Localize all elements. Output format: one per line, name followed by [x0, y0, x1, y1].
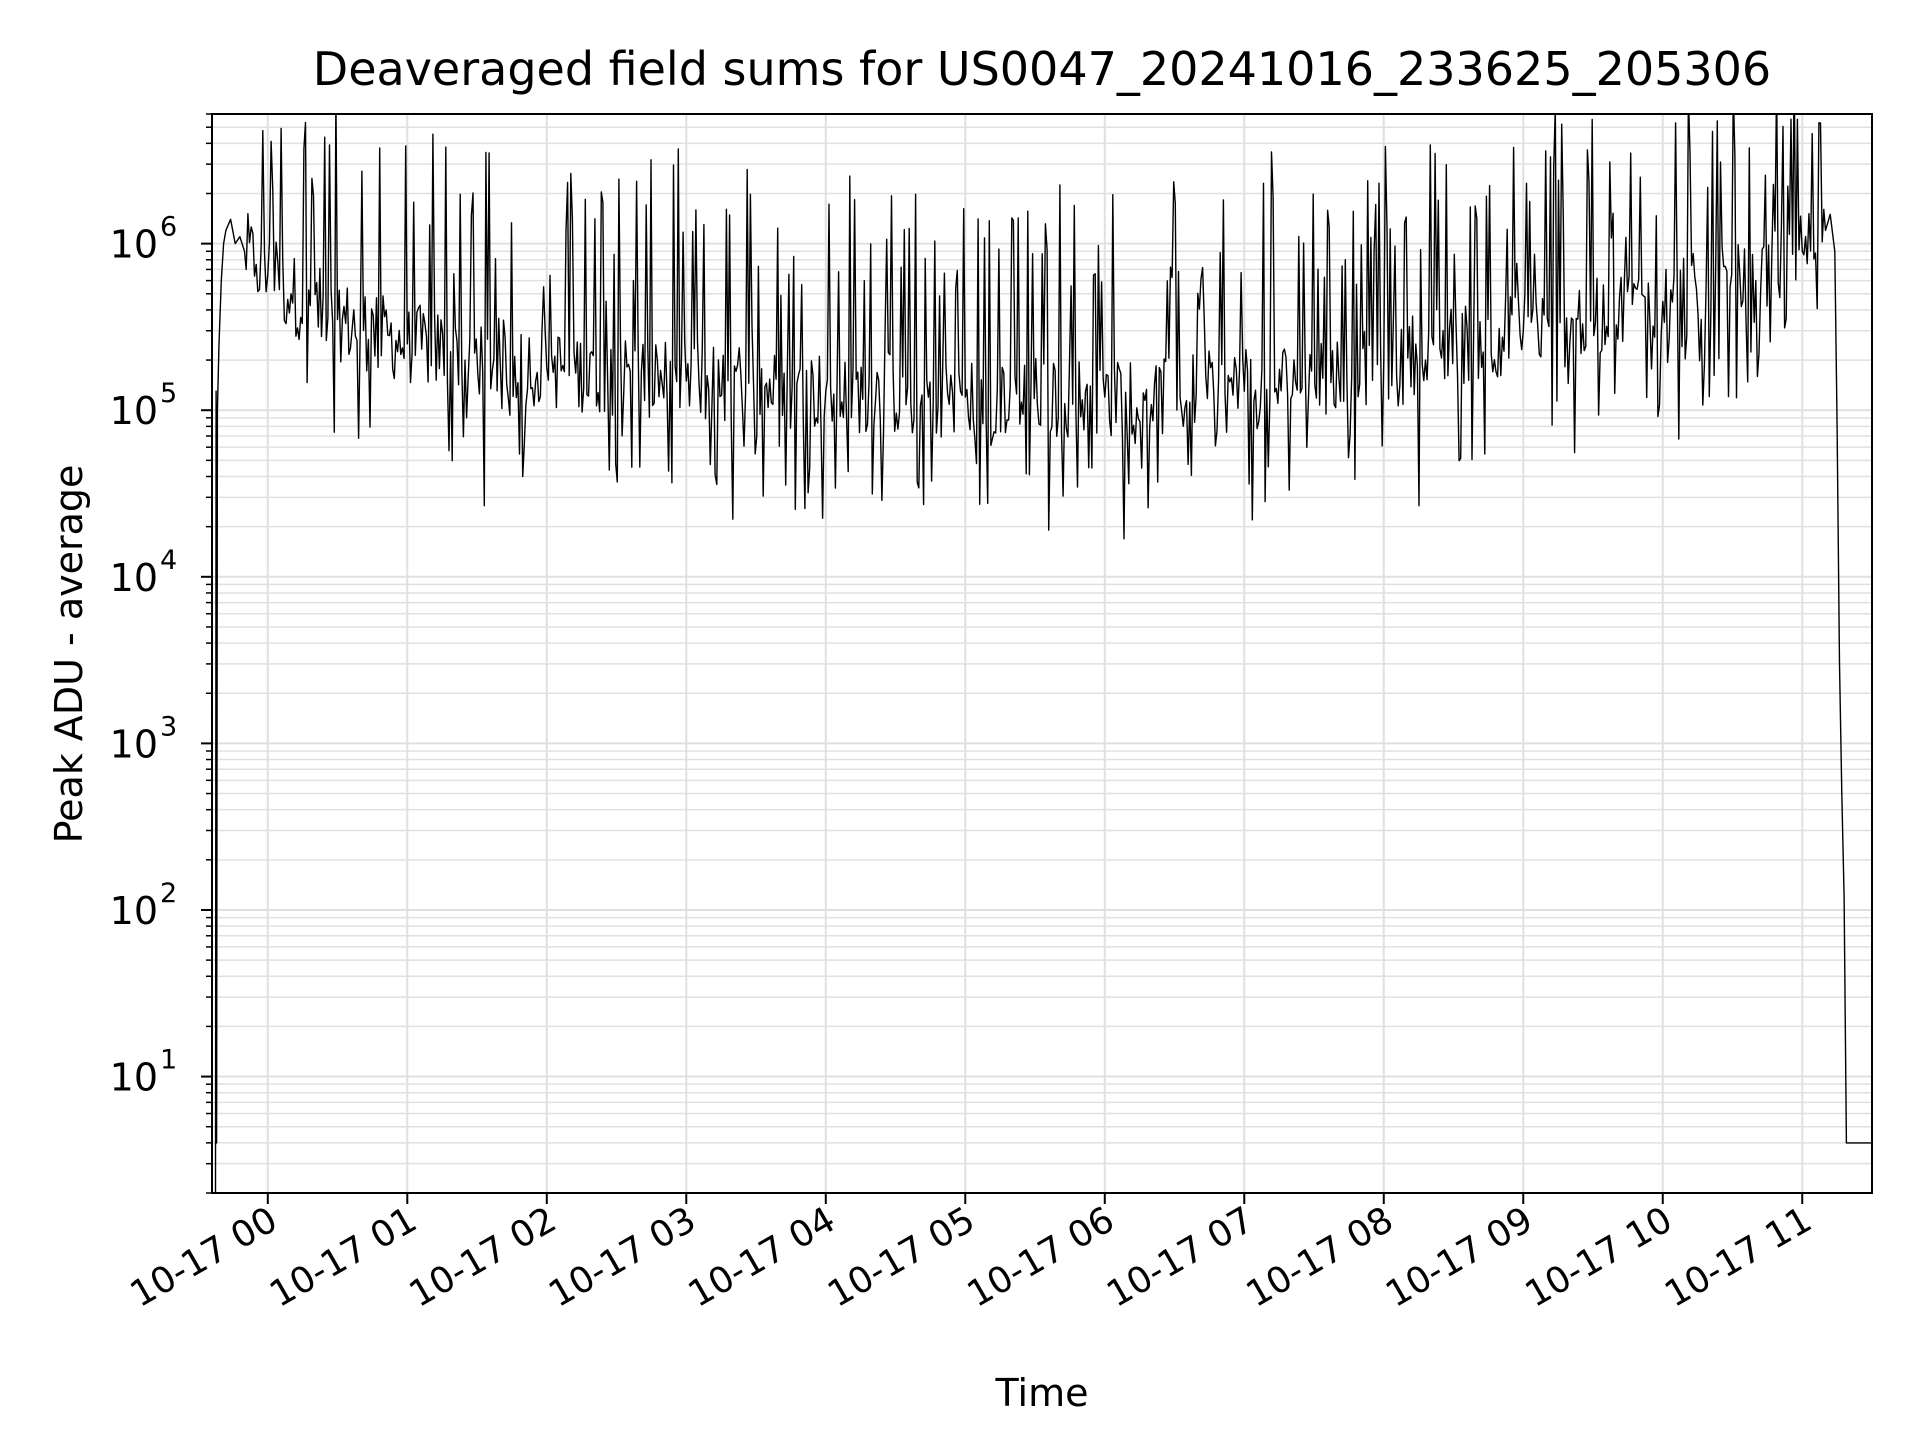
chart-title: Deaveraged field sums for US0047_2024101…: [313, 42, 1771, 96]
grid: [212, 113, 1872, 1194]
y-tick-label: 10: [110, 223, 158, 267]
y-tick-label: 10: [110, 556, 158, 600]
series-line-0: [214, 114, 1872, 1193]
x-axis-label: Time: [995, 1371, 1089, 1415]
y-tick-exponent: 3: [160, 711, 177, 742]
series-layer: [214, 114, 1872, 1193]
y-tick-label: 10: [110, 1056, 158, 1100]
y-tick-label: 10: [110, 389, 158, 433]
y-tick-exponent: 6: [160, 212, 177, 243]
y-tick-exponent: 1: [160, 1045, 177, 1076]
y-tick-label: 10: [110, 722, 158, 766]
y-tick-exponent: 4: [160, 545, 177, 576]
y-tick-label: 10: [110, 889, 158, 933]
y-tick-exponent: 2: [160, 878, 177, 909]
y-tick-exponent: 5: [160, 378, 177, 409]
plot-frame: [211, 113, 1873, 1194]
y-axis-label: Peak ADU - average: [47, 465, 91, 844]
